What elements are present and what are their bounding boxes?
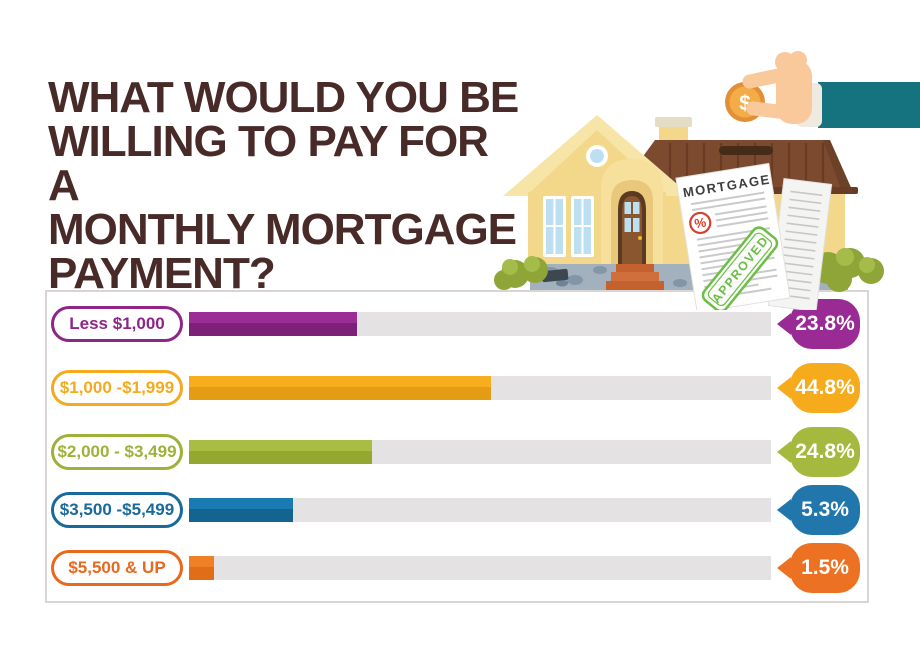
coin-dollar-symbol: $ [739,92,751,115]
stone-foundation [530,263,848,290]
category-label-pill: $5,500 & UP [51,550,183,586]
bubble-tail-icon [777,499,791,521]
mortgage-label: MORTGAGE [682,171,772,200]
value-bubble: 23.8% [777,299,860,349]
bubble-tail-icon [777,313,791,335]
door-icon [618,191,646,264]
value-label: 23.8% [795,312,855,335]
chart-row: $1,000 -$1,999 44.8% [47,363,867,413]
mortgage-document-icon: MORTGAGE % APPROVED [675,162,833,310]
coin-icon [725,82,765,122]
category-label-pill: $2,000 - $3,499 [51,434,183,470]
value-label: 1.5% [801,556,849,579]
percent-badge-icon [689,211,712,235]
bar-fill [189,440,372,464]
title-line: WHAT WOULD YOU BE [48,73,519,122]
chart-row: Less $1,000 23.8% [47,299,867,349]
bubble-tail-icon [777,441,791,463]
house-mortgage-illustration: $ [494,51,920,310]
round-window-icon [586,145,608,167]
chart-row: $2,000 - $3,499 24.8% [47,427,867,477]
value-bubble: 1.5% [777,543,860,593]
bar-track [189,376,771,400]
hand-coin-icon: $ [725,51,920,128]
bush-icon [494,248,884,292]
bar-track [189,440,771,464]
page-title: WHAT WOULD YOU BE WILLING TO PAY FOR A M… [48,76,528,296]
category-label-pill: $1,000 -$1,999 [51,370,183,406]
category-label-pill: Less $1,000 [51,306,183,342]
value-label: 5.3% [801,498,849,521]
roof-vent [719,146,773,155]
category-label-pill: $3,500 -$5,499 [51,492,183,528]
chart-row: $3,500 -$5,499 5.3% [47,485,867,535]
bar-track [189,556,771,580]
bar-fill [189,556,215,580]
title-line: WILLING TO PAY FOR A [48,117,489,210]
bar-fill [189,498,294,522]
bar-fill [189,376,492,400]
window-icon [543,196,566,257]
bar-fill [189,312,358,336]
value-label: 44.8% [795,376,855,399]
bar-track [189,312,771,336]
percent-symbol: % [693,215,707,232]
chart-panel: Less $1,000 23.8% $1,000 -$1,999 44.8% $2,00… [45,290,869,603]
house-icon [494,115,884,292]
steps [606,264,664,290]
bar-track [189,498,771,522]
value-bubble: 24.8% [777,427,860,477]
value-label: 24.8% [795,440,855,463]
value-bubble: 44.8% [777,363,860,413]
chart-row: $5,500 & UP 1.5% [47,543,867,593]
value-bubble: 5.3% [777,485,860,535]
title-line: PAYMENT? [48,249,276,298]
bubble-tail-icon [777,377,791,399]
title-line: MONTHLY MORTGAGE [48,205,517,254]
bubble-tail-icon [777,557,791,579]
window-icon [571,196,594,257]
